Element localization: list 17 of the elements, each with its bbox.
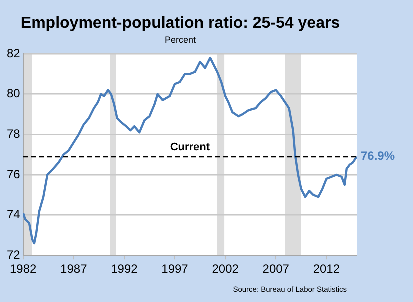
x-tick-label: 1992: [111, 262, 138, 276]
ref-line-label: Current: [170, 141, 210, 154]
x-tick-label: 2012: [313, 262, 340, 276]
annotation: 76.9%: [361, 149, 396, 164]
x-tick-label: 1997: [162, 262, 189, 276]
x-tick-label: 2007: [262, 262, 290, 276]
chart-subtitle: Percent: [164, 35, 196, 46]
x-tick-label: 2002: [212, 262, 240, 276]
y-tick-label: 72: [6, 248, 21, 262]
y-tick-label: 80: [6, 86, 21, 101]
y-tick-label: 74: [6, 208, 21, 222]
x-tick-label: 1987: [60, 262, 88, 276]
y-tick-label: 82: [6, 46, 21, 60]
y-tick-label: 76: [6, 167, 21, 182]
x-tick-label: 1982: [10, 262, 38, 276]
chart-title: Employment-population ratio: 25-54 years: [20, 15, 340, 32]
y-tick-label: 78: [6, 126, 21, 141]
